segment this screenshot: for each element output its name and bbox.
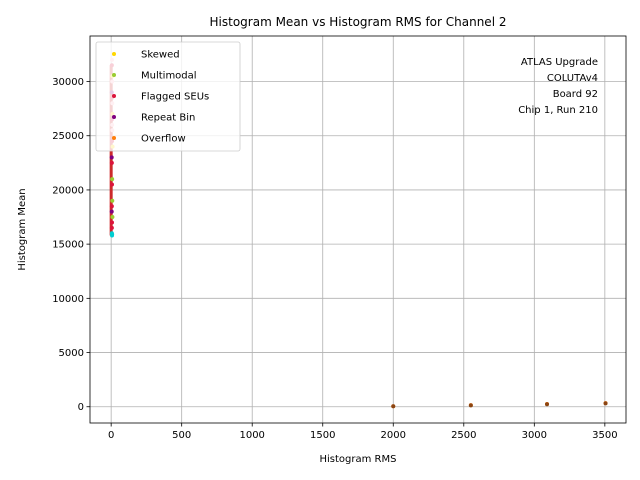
annotation-line: Chip 1, Run 210 <box>518 105 598 116</box>
legend-label: Flagged SEUs <box>141 92 209 103</box>
data-point <box>391 404 396 409</box>
data-point <box>110 220 115 225</box>
data-point <box>109 160 114 165</box>
grid-lines <box>90 36 626 423</box>
data-point <box>468 403 473 408</box>
legend-box <box>95 41 241 152</box>
data-point <box>109 209 114 214</box>
x-tick-label: 0 <box>108 430 114 441</box>
data-point <box>603 401 608 406</box>
data-point <box>110 215 115 220</box>
data-point <box>109 225 114 230</box>
annotation-line: COLUTAv4 <box>547 73 598 84</box>
data-point <box>110 198 115 203</box>
data-point <box>110 182 115 187</box>
chart-title: Histogram Mean vs Histogram RMS for Chan… <box>210 15 507 29</box>
legend-label: Overflow <box>141 134 186 145</box>
plot-frame <box>89 35 627 424</box>
y-tick-label: 25000 <box>52 131 84 142</box>
y-tick-label: 5000 <box>59 348 84 359</box>
x-tick-label: 1000 <box>239 430 264 441</box>
y-tick-label: 20000 <box>52 185 84 196</box>
legend-marker <box>112 73 116 77</box>
annotation-line: ATLAS Upgrade <box>521 57 598 68</box>
legend-label: Skewed <box>141 50 180 61</box>
legend-label: Repeat Bin <box>141 113 195 124</box>
data-point <box>545 402 550 407</box>
x-tick-label: 500 <box>172 430 191 441</box>
y-tick-label: 30000 <box>52 77 84 88</box>
y-axis-label: Histogram Mean <box>17 188 28 270</box>
data-point <box>109 204 114 209</box>
annotation-line: Board 92 <box>553 89 598 100</box>
x-tick-label: 1500 <box>310 430 335 441</box>
annotation-box: ATLAS Upgrade COLUTAv4 Board 92 Chip 1, Run… <box>518 57 598 116</box>
data-point <box>110 177 115 182</box>
x-tick-label: 3000 <box>522 430 547 441</box>
legend: Skewed Multimodal Flagged SEUs Repeat Bin Ov… <box>95 41 241 152</box>
legend-label: Multimodal <box>141 71 197 82</box>
y-axis-ticks: 0 5000 10000 15000 20000 25000 30000 <box>52 77 90 413</box>
data-point <box>109 231 114 236</box>
x-axis-label: Histogram RMS <box>320 454 397 465</box>
y-tick-label: 0 <box>78 402 84 413</box>
x-axis-ticks: 0 500 1000 1500 2000 2500 3000 3500 <box>108 423 618 441</box>
y-tick-label: 10000 <box>52 294 84 305</box>
y-tick-label: 15000 <box>52 240 84 251</box>
x-tick-label: 2000 <box>381 430 406 441</box>
x-tick-label: 2500 <box>451 430 476 441</box>
legend-marker <box>112 136 116 140</box>
legend-marker <box>112 94 116 98</box>
data-point <box>109 155 114 160</box>
legend-marker <box>112 52 116 56</box>
x-tick-label: 3500 <box>592 430 617 441</box>
legend-marker <box>112 115 116 119</box>
